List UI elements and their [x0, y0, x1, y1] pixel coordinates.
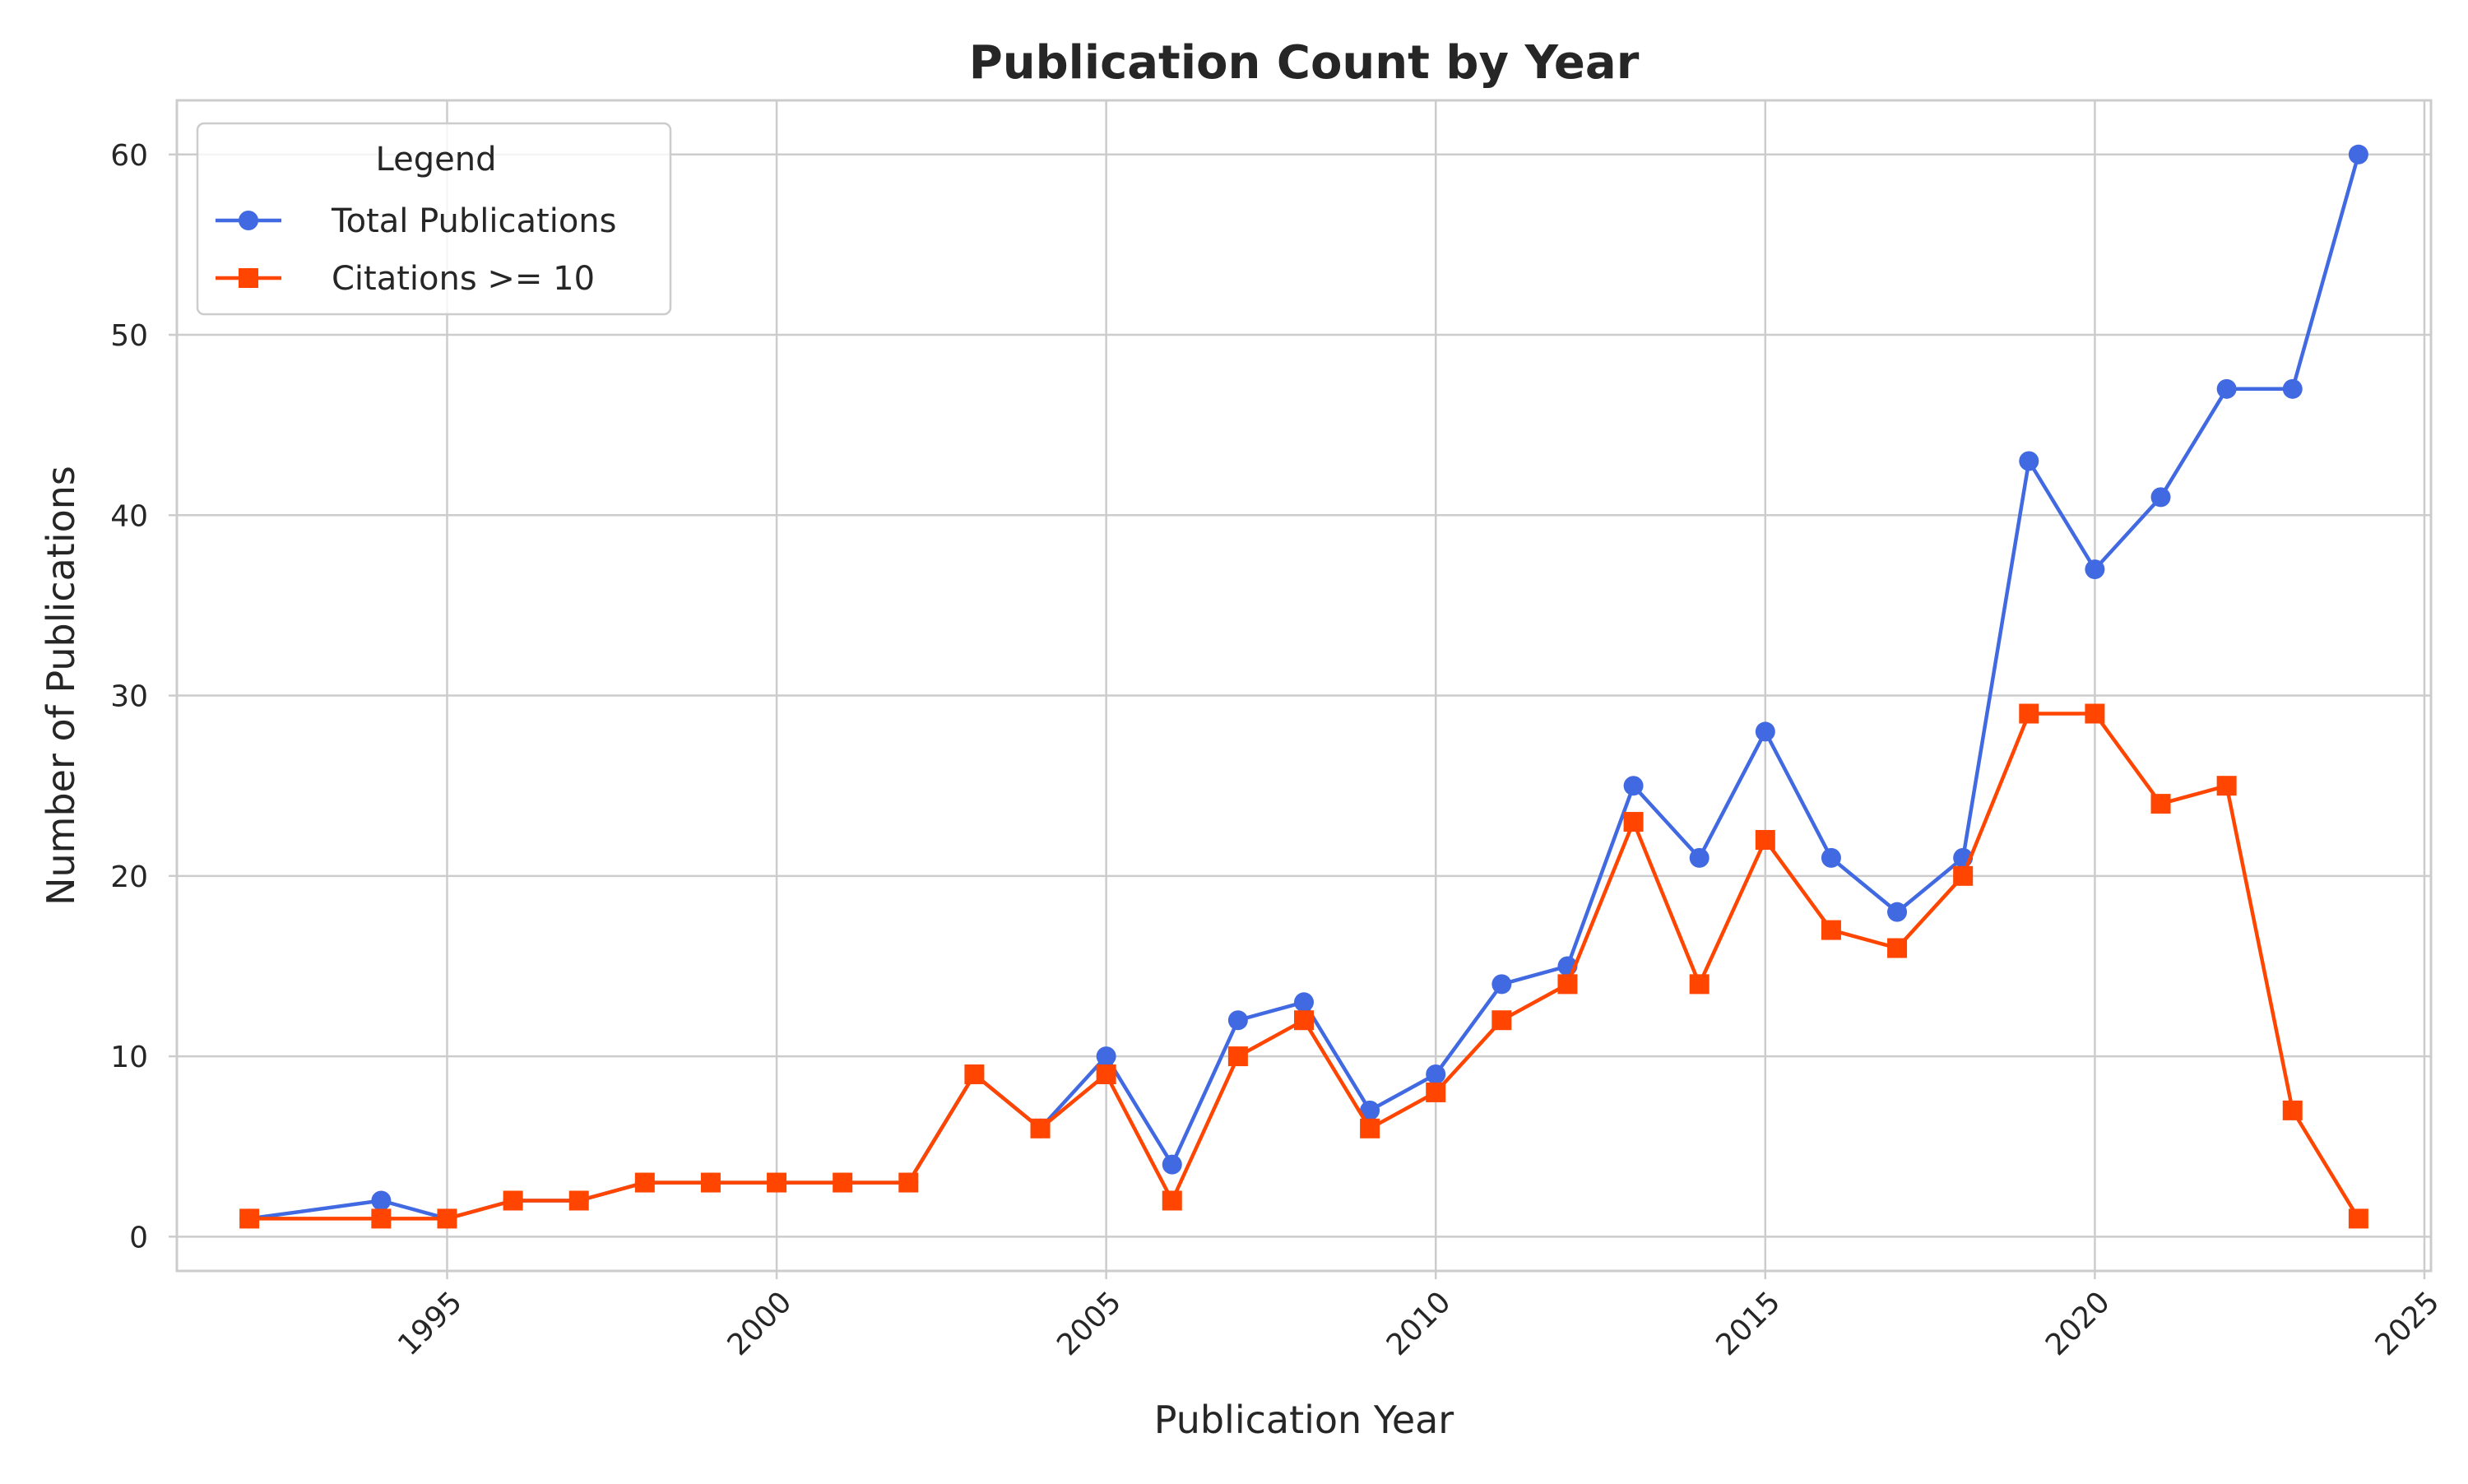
- data-point: [568, 1190, 589, 1211]
- legend-label: Citations >= 10: [332, 260, 595, 298]
- data-point: [2348, 1208, 2368, 1229]
- data-point: [239, 1208, 260, 1229]
- data-point: [1294, 1010, 1314, 1031]
- data-point: [1162, 1190, 1182, 1211]
- y-tick-label: 30: [110, 680, 148, 714]
- y-tick-label: 20: [110, 860, 148, 894]
- data-point: [1953, 865, 1974, 886]
- data-point: [1689, 974, 1710, 995]
- legend-title: Legend: [376, 141, 497, 179]
- data-point: [2085, 559, 2105, 580]
- series-citations-ge-10: [239, 703, 2368, 1229]
- data-point: [1887, 902, 1908, 922]
- data-point: [1162, 1154, 1182, 1175]
- data-point: [833, 1172, 853, 1193]
- data-point: [2348, 144, 2368, 165]
- data-point: [1821, 847, 1841, 868]
- data-point: [1821, 920, 1841, 940]
- data-point: [1227, 1046, 1248, 1067]
- legend-box: [196, 122, 672, 316]
- y-tick-label: 40: [110, 499, 148, 533]
- data-point: [1360, 1118, 1380, 1139]
- data-point: [1096, 1046, 1116, 1067]
- data-point: [1557, 974, 1578, 995]
- data-point: [2216, 378, 2237, 399]
- data-point: [371, 1190, 392, 1211]
- legend: Legend Total Publications Citations >= 10: [196, 122, 672, 316]
- data-point: [2150, 487, 2171, 508]
- data-point: [1491, 974, 1512, 995]
- data-point: [371, 1208, 392, 1229]
- legend-item: Total Publications: [216, 202, 616, 240]
- data-point: [503, 1190, 523, 1211]
- data-point: [964, 1064, 985, 1085]
- data-point: [1623, 776, 1644, 796]
- chart-title: Publication Count by Year: [969, 36, 1640, 90]
- series-line: [249, 712, 2360, 1221]
- legend-items: Total Publications Citations >= 10: [216, 202, 616, 298]
- data-point: [437, 1208, 457, 1229]
- data-point: [1096, 1064, 1116, 1085]
- data-point: [1623, 812, 1644, 832]
- y-tick-label: 50: [110, 319, 148, 353]
- data-point: [1294, 992, 1314, 1013]
- data-point: [1426, 1064, 1446, 1085]
- y-tick-label: 10: [110, 1041, 148, 1074]
- y-tick-label: 0: [129, 1221, 148, 1254]
- data-point: [1491, 1010, 1512, 1031]
- data-point: [1689, 847, 1710, 868]
- data-point: [2282, 1100, 2303, 1120]
- plot-frame: [175, 99, 2433, 1273]
- legend-marker: [239, 211, 258, 230]
- data-point: [1426, 1082, 1446, 1102]
- data-point: [2019, 703, 2039, 724]
- x-axis-label: Publication Year: [1154, 1398, 1454, 1442]
- data-point: [1227, 1010, 1248, 1031]
- data-point: [2085, 703, 2105, 724]
- data-point: [2216, 776, 2237, 796]
- legend-label: Total Publications: [331, 202, 616, 240]
- legend-marker: [239, 268, 258, 288]
- data-point: [1887, 938, 1908, 958]
- data-point: [700, 1172, 721, 1193]
- data-point: [1030, 1118, 1051, 1139]
- data-point: [634, 1172, 655, 1193]
- data-point: [767, 1172, 787, 1193]
- grid: [177, 100, 2431, 1271]
- legend-item: Citations >= 10: [216, 260, 595, 298]
- series-layer: [239, 144, 2368, 1229]
- data-point: [2150, 794, 2171, 814]
- data-point: [2282, 378, 2303, 399]
- data-point: [1755, 721, 1775, 742]
- data-point: [2019, 451, 2039, 471]
- data-point: [1755, 829, 1775, 850]
- y-tick-label: 60: [110, 139, 148, 173]
- y-axis-label: Number of Publications: [39, 466, 83, 906]
- data-point: [1360, 1100, 1380, 1120]
- data-point: [898, 1172, 919, 1193]
